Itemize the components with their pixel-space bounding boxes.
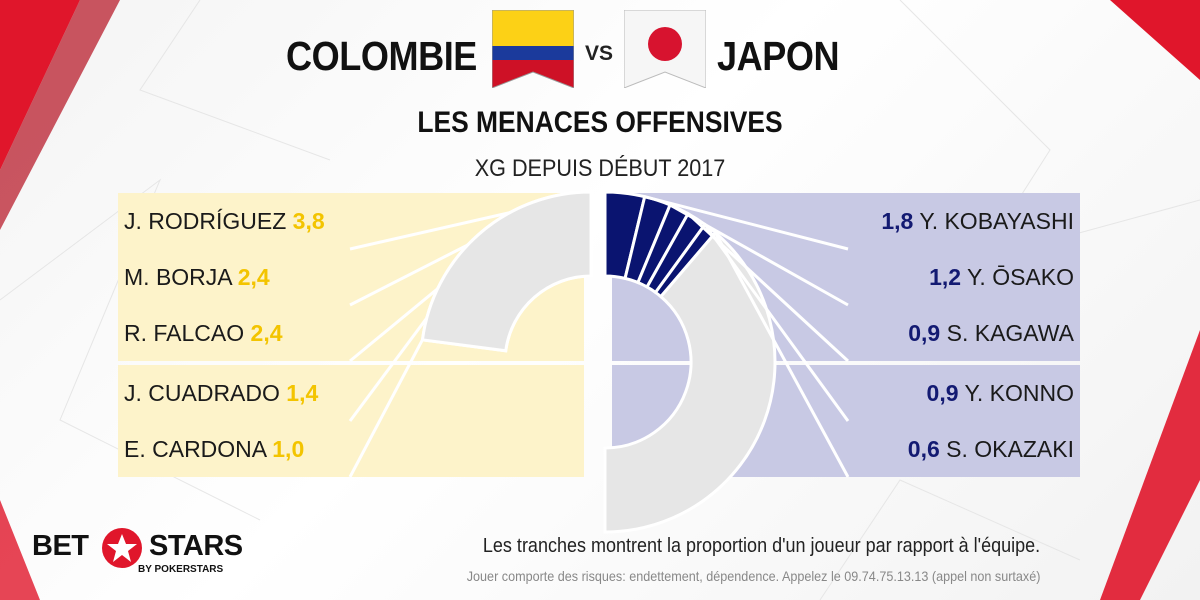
chart-subtitle: XG DEPUIS DÉBUT 2017 bbox=[474, 155, 726, 182]
team-left-name: COLOMBIE bbox=[286, 33, 477, 79]
betstars-logo: BET STARS BY POKERSTARS bbox=[32, 526, 243, 578]
player-xg-value: 0,6 bbox=[907, 436, 940, 462]
corner-stripe-top-left-shade bbox=[0, 0, 120, 230]
legal-disclaimer: Jouer comporte des risques: endettement,… bbox=[466, 568, 1040, 584]
japan-player-row: 1,8 Y. KOBAYASHI bbox=[612, 193, 1080, 249]
player-name: R. FALCAO bbox=[124, 320, 245, 346]
japan-flag-icon bbox=[623, 9, 707, 89]
colombia-player-row: J. RODRÍGUEZ 3,8 bbox=[118, 193, 584, 249]
japan-player-row: 1,2 Y. ŌSAKO bbox=[612, 249, 1080, 305]
player-name: E. CARDONA bbox=[124, 436, 266, 462]
player-name: S. OKAZAKI bbox=[946, 436, 1074, 462]
logo-subtitle: BY POKERSTARS bbox=[138, 564, 224, 575]
japan-player-row: 0,6 S. OKAZAKI bbox=[612, 421, 1080, 477]
logo-text-bet: BET bbox=[32, 530, 89, 562]
player-name: Y. KONNO bbox=[964, 380, 1075, 406]
player-xg-value: 0,9 bbox=[908, 320, 941, 346]
star-icon bbox=[102, 528, 142, 568]
corner-stripe-top-right bbox=[1110, 0, 1200, 80]
player-xg-value: 1,4 bbox=[286, 380, 319, 406]
logo-text-stars: STARS bbox=[149, 530, 243, 562]
player-name: Y. KOBAYASHI bbox=[919, 208, 1074, 234]
player-xg-value: 2,4 bbox=[250, 320, 283, 346]
corner-stripe-bottom-left bbox=[0, 500, 40, 600]
colombia-player-row: J. CUADRADO 1,4 bbox=[118, 365, 584, 421]
player-name: J. RODRÍGUEZ bbox=[124, 208, 287, 234]
corner-stripe-bottom-right bbox=[1100, 330, 1200, 600]
team-right-name: JAPON bbox=[717, 33, 840, 79]
colombia-player-row: M. BORJA 2,4 bbox=[118, 249, 584, 305]
versus-label: VS bbox=[585, 42, 614, 65]
player-name: S. KAGAWA bbox=[946, 320, 1074, 346]
chart-footnote: Les tranches montrent la proportion d'un… bbox=[482, 535, 1040, 557]
japan-player-row: 0,9 S. KAGAWA bbox=[612, 305, 1080, 361]
player-xg-value: 3,8 bbox=[292, 208, 325, 234]
player-xg-value: 1,8 bbox=[881, 208, 914, 234]
player-xg-value: 1,0 bbox=[272, 436, 305, 462]
colombia-player-row: R. FALCAO 2,4 bbox=[118, 305, 584, 361]
japan-player-row: 0,9 Y. KONNO bbox=[612, 365, 1080, 421]
colombia-player-row: E. CARDONA 1,0 bbox=[118, 421, 584, 477]
player-name: J. CUADRADO bbox=[124, 380, 280, 406]
player-xg-value: 0,9 bbox=[926, 380, 959, 406]
chart-title: LES MENACES OFFENSIVES bbox=[417, 106, 783, 139]
player-xg-value: 1,2 bbox=[929, 264, 962, 290]
player-name: M. BORJA bbox=[124, 264, 232, 290]
player-xg-value: 2,4 bbox=[237, 264, 270, 290]
player-name: Y. ŌSAKO bbox=[967, 264, 1074, 290]
colombia-flag-icon bbox=[491, 9, 575, 89]
